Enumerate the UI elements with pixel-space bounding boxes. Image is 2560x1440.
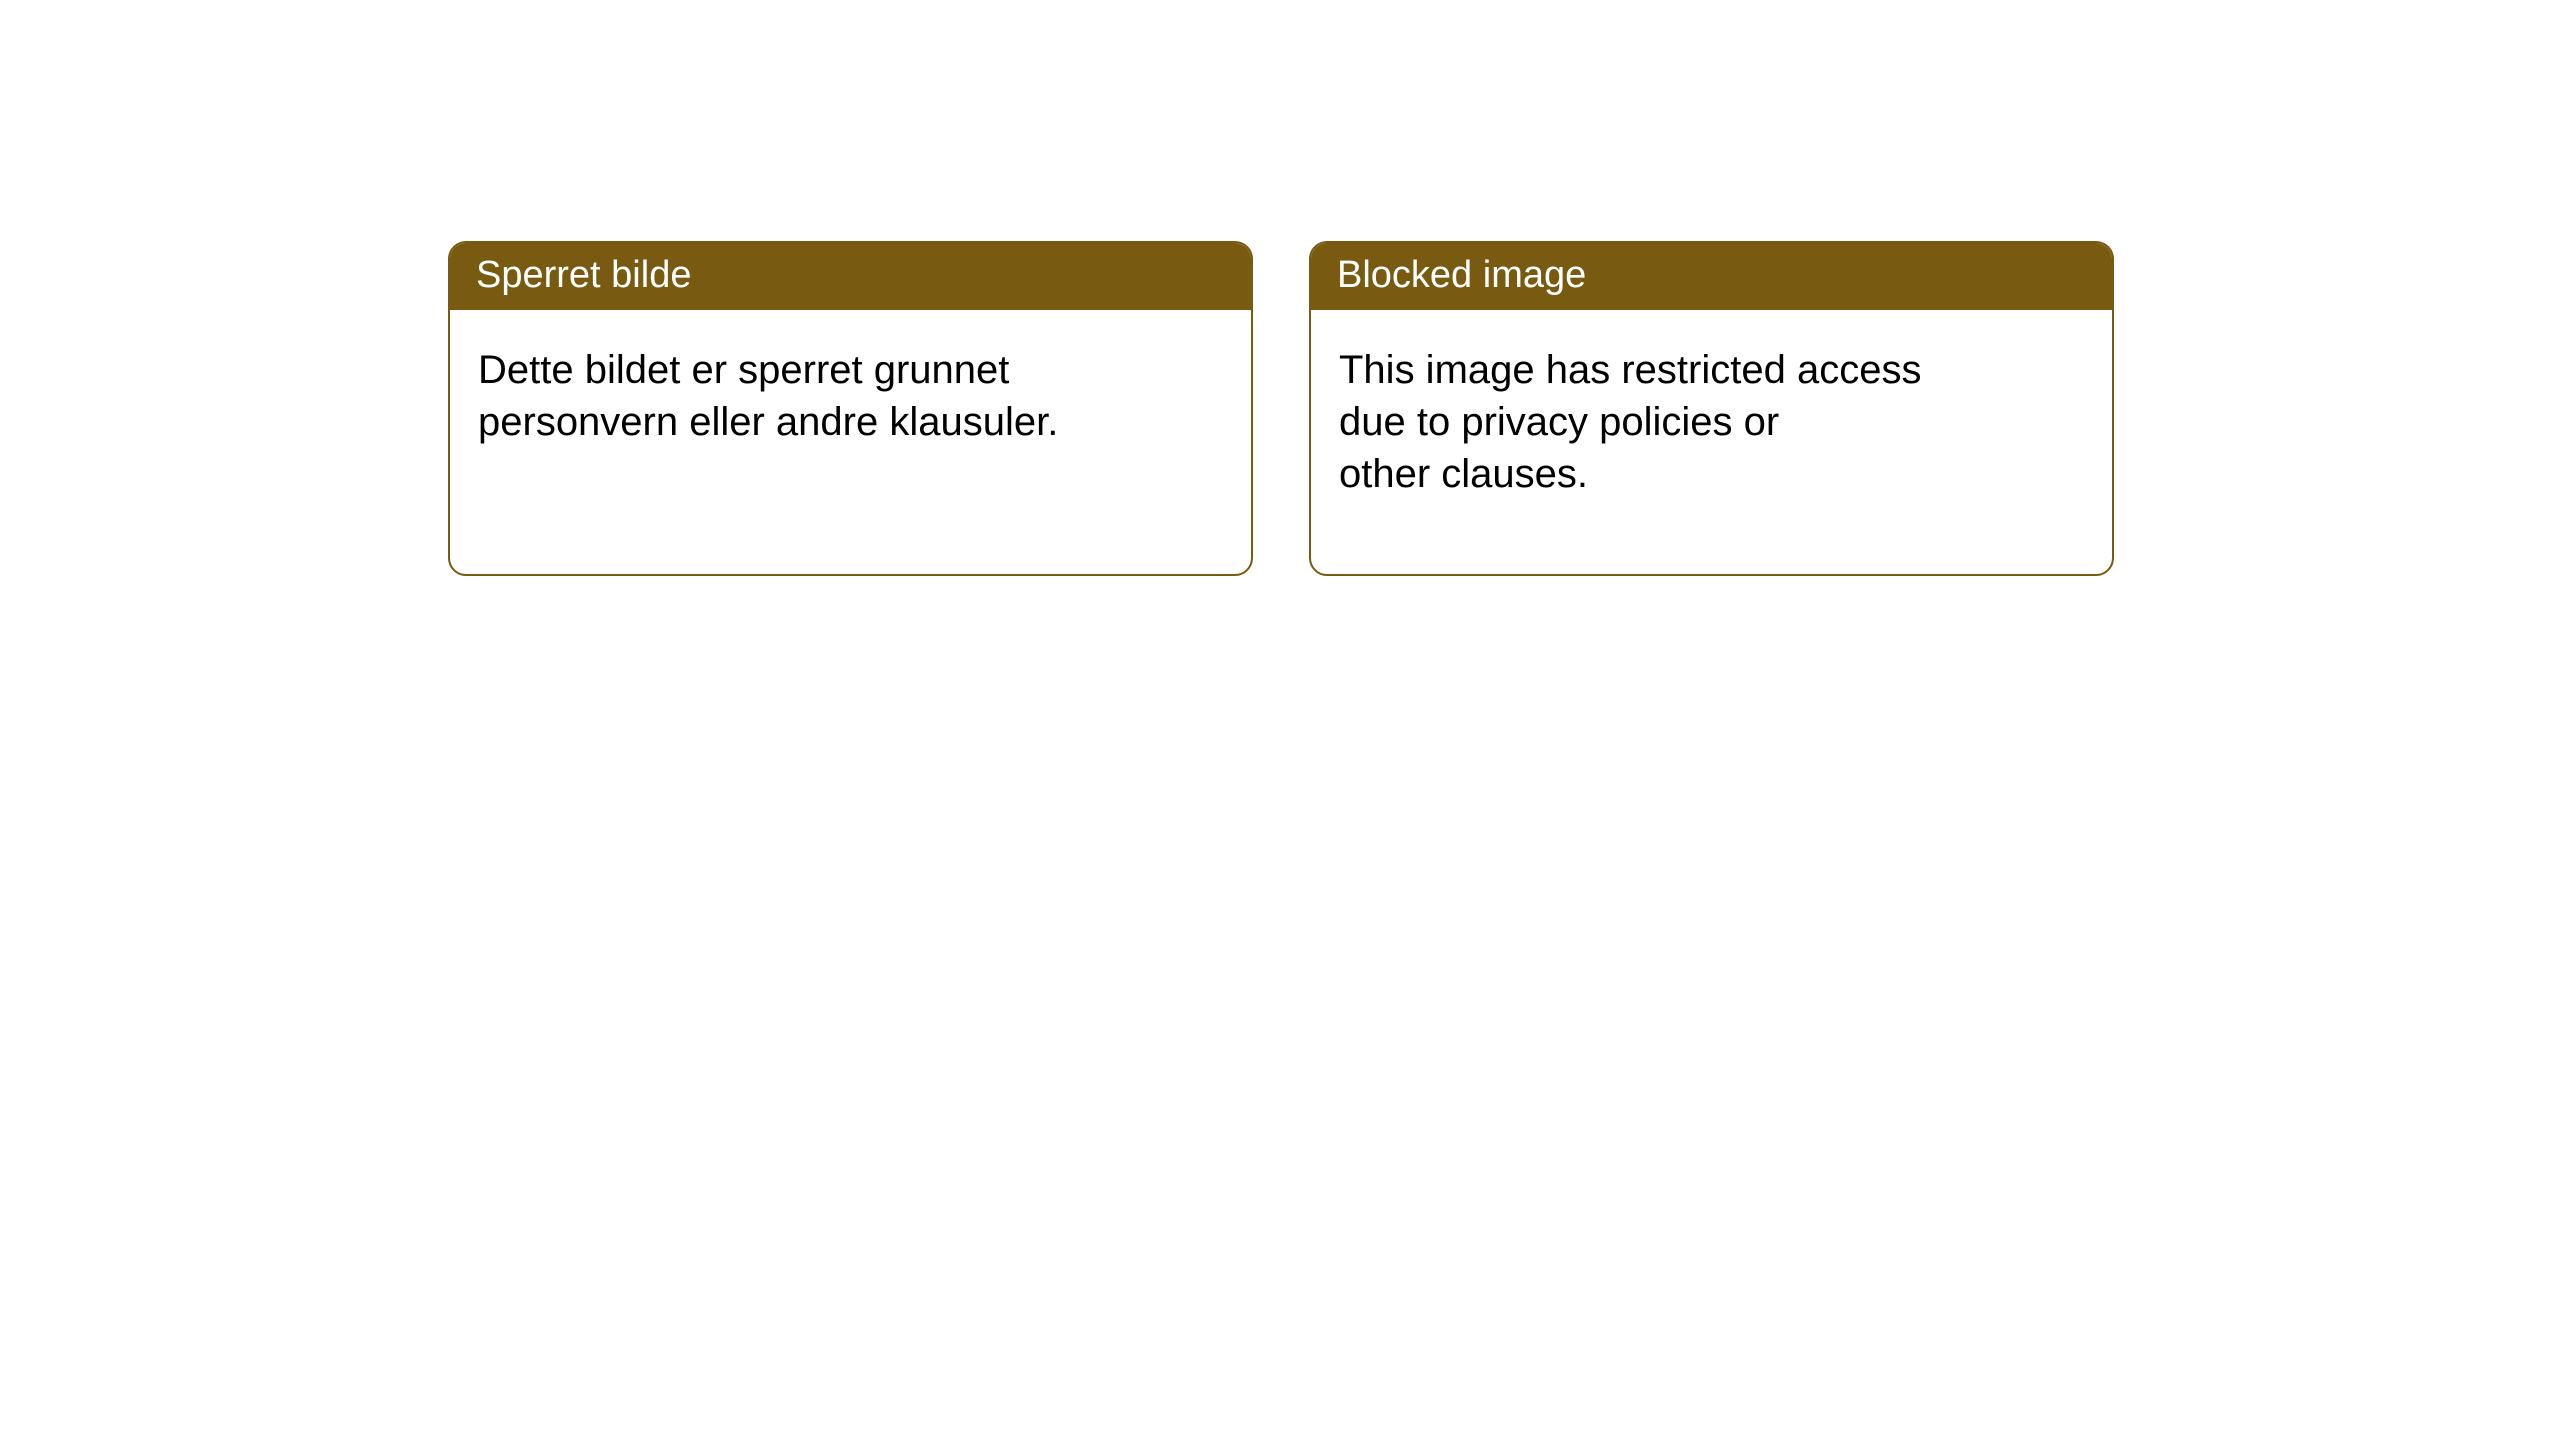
notice-header: Sperret bilde bbox=[450, 243, 1251, 310]
notice-body: Dette bildet er sperret grunnet personve… bbox=[450, 310, 1251, 482]
notice-card-norwegian: Sperret bilde Dette bildet er sperret gr… bbox=[448, 241, 1253, 576]
notice-card-english: Blocked image This image has restricted … bbox=[1309, 241, 2114, 576]
notice-header: Blocked image bbox=[1311, 243, 2112, 310]
notice-body: This image has restricted access due to … bbox=[1311, 310, 2112, 534]
notice-container: Sperret bilde Dette bildet er sperret gr… bbox=[0, 0, 2560, 576]
